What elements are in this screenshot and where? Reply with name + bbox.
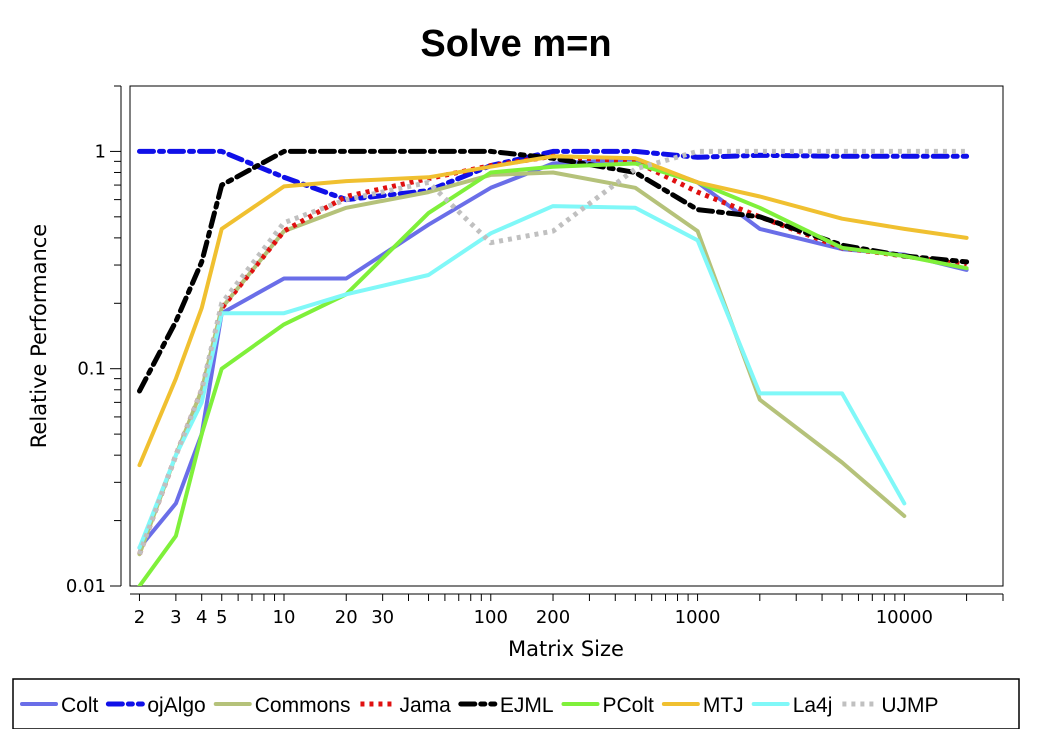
legend: Colt ojAlgo Commons Jama EJML PColt MTJ La4j UJM…	[20, 694, 939, 717]
legend-box	[12, 678, 1020, 729]
legend-label-ojalgo: ojAlgo	[147, 694, 205, 717]
x-tick-label: 200	[536, 607, 570, 628]
x-tick-label: 10	[273, 607, 296, 628]
series-line-colt	[137, 157, 969, 550]
series-line-pcolt	[137, 161, 969, 586]
series-line-la4j	[137, 204, 907, 550]
legend-label-pcolt: PColt	[603, 694, 655, 717]
legend-label-jama: Jama	[399, 694, 451, 717]
x-axis-label: Matrix Size	[508, 637, 624, 661]
legend-label-commons: Commons	[255, 694, 351, 717]
series-line-ujmp	[137, 148, 967, 556]
chart-title: Solve m=n	[420, 23, 611, 65]
legend-label-ujmp: UJMP	[881, 694, 938, 717]
y-axis-ticks: 0.01 0.1 1	[66, 85, 121, 597]
legend-label-colt: Colt	[61, 694, 99, 717]
x-tick-label: 2	[134, 607, 145, 628]
plot-frame	[129, 85, 1004, 587]
series-layer	[137, 148, 970, 586]
legend-label-ejml: EJML	[500, 694, 554, 717]
x-tick-label: 30	[371, 607, 394, 628]
y-tick-label: 0.1	[77, 359, 106, 380]
x-tick-label: 20	[335, 607, 358, 628]
series-line-mtj	[137, 154, 969, 468]
legend-label-mtj: MTJ	[703, 694, 744, 717]
y-tick-label: 0.01	[66, 576, 106, 597]
x-tick-label: 1000	[675, 607, 721, 628]
x-tick-label: 5	[216, 607, 227, 628]
series-line-jama	[137, 153, 967, 556]
series-line-ejml	[137, 148, 970, 394]
legend-label-la4j: La4j	[793, 694, 833, 717]
x-tick-label: 100	[474, 607, 508, 628]
x-tick-label: 4	[196, 607, 207, 628]
y-axis-label: Relative Performance	[27, 224, 51, 448]
x-axis-ticks: 2 3 4 5 10 20 30 100 200 1000 10000	[134, 594, 1004, 628]
x-tick-label: 10000	[876, 607, 933, 628]
x-tick-label: 3	[170, 607, 181, 628]
y-tick-label: 1	[95, 141, 106, 162]
